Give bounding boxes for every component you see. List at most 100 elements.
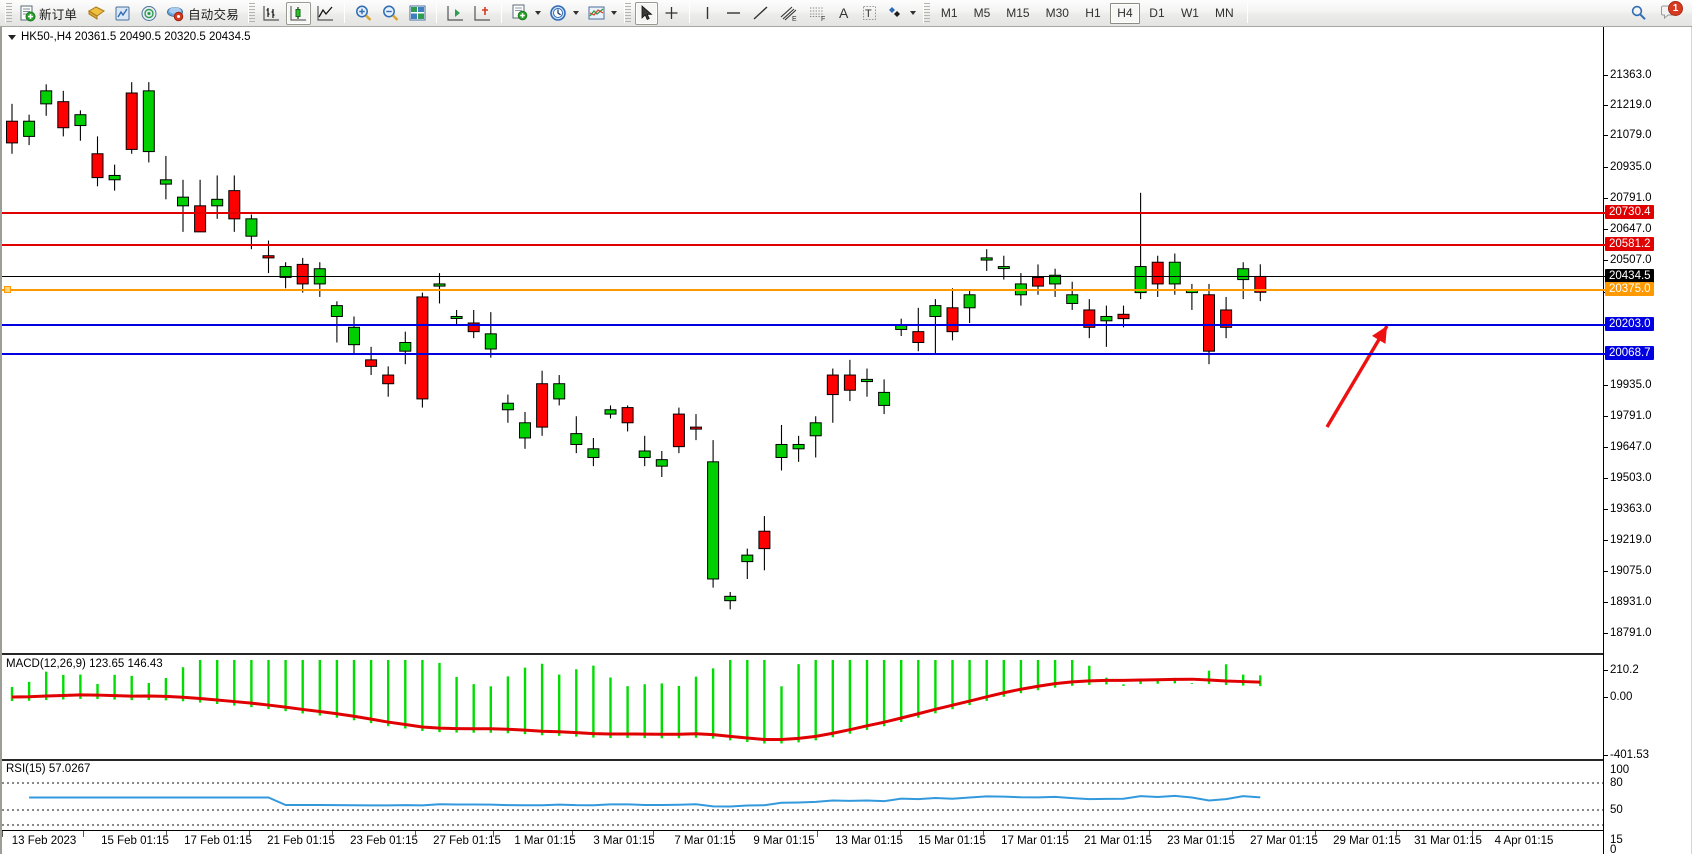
new-order-button[interactable]: 新订单 bbox=[16, 2, 82, 25]
level-line-resistance-2[interactable] bbox=[2, 244, 1606, 246]
time-axis-separator bbox=[817, 831, 818, 837]
price-tick bbox=[1604, 632, 1692, 634]
chart-window[interactable]: HK50-,H4 20361.5 20490.5 20320.5 20434.5… bbox=[0, 27, 1692, 854]
time-axis-label: 21 Feb 01:15 bbox=[267, 835, 335, 847]
chart-shift-icon bbox=[447, 6, 463, 21]
time-axis-label: 17 Feb 01:15 bbox=[184, 835, 252, 847]
price-scale[interactable]: 21363.0 21219.0 21079.0 20935.0 20791.0 20647… bbox=[1603, 27, 1691, 854]
fibonacci-icon: F bbox=[809, 7, 825, 22]
horizontal-line-button[interactable] bbox=[721, 2, 746, 25]
shapes-dropdown-arrow[interactable] bbox=[909, 11, 916, 15]
fibonacci-button[interactable]: F bbox=[804, 2, 831, 25]
notification-button[interactable]: 1 bbox=[1660, 1, 1683, 23]
level-line-last-price[interactable] bbox=[2, 276, 1606, 277]
macd-chart bbox=[10, 660, 1262, 744]
text-label-button[interactable]: T bbox=[858, 2, 881, 25]
shapes-button[interactable] bbox=[883, 2, 919, 25]
candle bbox=[348, 316, 360, 354]
trendline-button[interactable] bbox=[748, 2, 773, 25]
timeframe-button-m30[interactable]: M30 bbox=[1045, 6, 1069, 20]
candle bbox=[382, 366, 395, 397]
candle bbox=[1117, 305, 1130, 328]
timeframe-button-h1[interactable]: H1 bbox=[1085, 6, 1101, 20]
timeframe-group: M1 M5 M15 M30 H1 H4 D1 W1 MN bbox=[933, 2, 1242, 24]
time-axis-separator bbox=[572, 831, 573, 837]
pane-divider-1[interactable] bbox=[2, 653, 1606, 655]
price-badge[interactable]: 20068.7 bbox=[1605, 346, 1654, 360]
candle bbox=[861, 368, 873, 397]
toolbar-grip-3[interactable] bbox=[623, 3, 631, 23]
indicators-button[interactable] bbox=[584, 2, 620, 25]
timeframe-button-mn[interactable]: MN bbox=[1214, 6, 1234, 20]
price-badge[interactable]: 20203.0 bbox=[1605, 317, 1654, 331]
auto-trading-label: 自动交易 bbox=[188, 7, 239, 22]
line-chart-button[interactable] bbox=[313, 2, 338, 25]
auto-scroll-button[interactable] bbox=[470, 2, 495, 25]
bar-chart-button[interactable] bbox=[259, 2, 284, 25]
price-badge[interactable]: 20375.0 bbox=[1605, 282, 1654, 296]
period-button[interactable] bbox=[546, 2, 582, 25]
navigator-button[interactable] bbox=[137, 2, 161, 25]
time-axis-label: 29 Mar 01:15 bbox=[1333, 835, 1401, 847]
pane-divider-2[interactable] bbox=[2, 759, 1606, 761]
order-level-handle[interactable] bbox=[4, 286, 11, 293]
data-window-button[interactable] bbox=[405, 2, 430, 25]
macd-pane[interactable]: MACD(12,26,9) 123.65 146.43 bbox=[2, 656, 1606, 761]
macd-scale-label: -401.53 bbox=[1610, 749, 1650, 761]
rsi-pane[interactable]: RSI(15) 57.0267 bbox=[2, 762, 1606, 830]
templates-dropdown-arrow[interactable] bbox=[534, 11, 541, 15]
price-badge[interactable]: 20581.2 bbox=[1605, 237, 1654, 251]
time-axis-label: 31 Mar 01:15 bbox=[1414, 835, 1482, 847]
text-button[interactable]: A bbox=[833, 2, 856, 25]
candle bbox=[1220, 296, 1233, 339]
auto-trading-button[interactable]: 自动交易 bbox=[163, 2, 244, 25]
candlestick-chart-button[interactable] bbox=[285, 1, 311, 25]
timeframe-button-m15[interactable]: M15 bbox=[1006, 6, 1030, 20]
level-line-order-level[interactable] bbox=[2, 289, 1606, 291]
candle bbox=[91, 136, 104, 187]
candle bbox=[775, 424, 788, 471]
vertical-line-button[interactable] bbox=[696, 2, 719, 25]
timeframe-button-m5[interactable]: M5 bbox=[973, 6, 991, 20]
price-tick bbox=[1604, 259, 1692, 261]
level-line-resistance-1[interactable] bbox=[2, 212, 1606, 214]
indicators-dropdown-arrow[interactable] bbox=[610, 11, 617, 15]
price-badge[interactable]: 20434.5 bbox=[1605, 269, 1654, 283]
level-line-support-1[interactable] bbox=[2, 324, 1606, 326]
zoom-out-button[interactable] bbox=[378, 2, 403, 25]
candle bbox=[826, 368, 839, 423]
candle bbox=[1168, 253, 1181, 295]
zoom-in-icon bbox=[355, 5, 372, 21]
period-dropdown-arrow[interactable] bbox=[572, 11, 579, 15]
level-line-support-2[interactable] bbox=[2, 353, 1606, 355]
zoom-in-button[interactable] bbox=[351, 2, 376, 25]
cursor-button[interactable] bbox=[634, 1, 658, 25]
candle bbox=[1049, 268, 1062, 297]
search-button[interactable] bbox=[1626, 2, 1651, 25]
bullish-arrow[interactable] bbox=[1325, 325, 1389, 428]
price-tick-label: 21219.0 bbox=[1610, 99, 1652, 111]
rsi-chart bbox=[2, 782, 1606, 826]
toolbar-grip-1[interactable] bbox=[5, 3, 12, 23]
toolbar-grip-2[interactable] bbox=[247, 3, 255, 23]
vertical-line-icon bbox=[706, 7, 709, 19]
timeframe-button-h4[interactable]: H4 bbox=[1109, 2, 1140, 24]
candle bbox=[672, 407, 685, 454]
time-axis-separator bbox=[732, 831, 733, 837]
chart-shift-button[interactable] bbox=[443, 2, 468, 25]
time-axis-label: 7 Mar 01:15 bbox=[674, 835, 736, 847]
templates-button[interactable] bbox=[508, 2, 544, 25]
equidistant-channel-button[interactable]: E bbox=[775, 2, 802, 25]
rsi-line bbox=[29, 794, 1261, 808]
timeframe-button-d1[interactable]: D1 bbox=[1149, 6, 1165, 20]
toolbar-grip-4[interactable] bbox=[922, 3, 930, 23]
price-pane[interactable]: HK50-,H4 20361.5 20490.5 20320.5 20434.5 bbox=[2, 27, 1606, 653]
chart-dropdown-icon[interactable] bbox=[8, 34, 16, 40]
price-badge[interactable]: 20730.4 bbox=[1605, 205, 1654, 219]
toolbar-separator-4 bbox=[688, 3, 690, 23]
crosshair-button[interactable] bbox=[660, 2, 683, 25]
timeframe-button-m1[interactable]: M1 bbox=[940, 6, 958, 20]
market-watch-button[interactable] bbox=[111, 2, 135, 25]
timeframe-button-w1[interactable]: W1 bbox=[1180, 6, 1199, 20]
profiles-button[interactable] bbox=[84, 2, 109, 25]
